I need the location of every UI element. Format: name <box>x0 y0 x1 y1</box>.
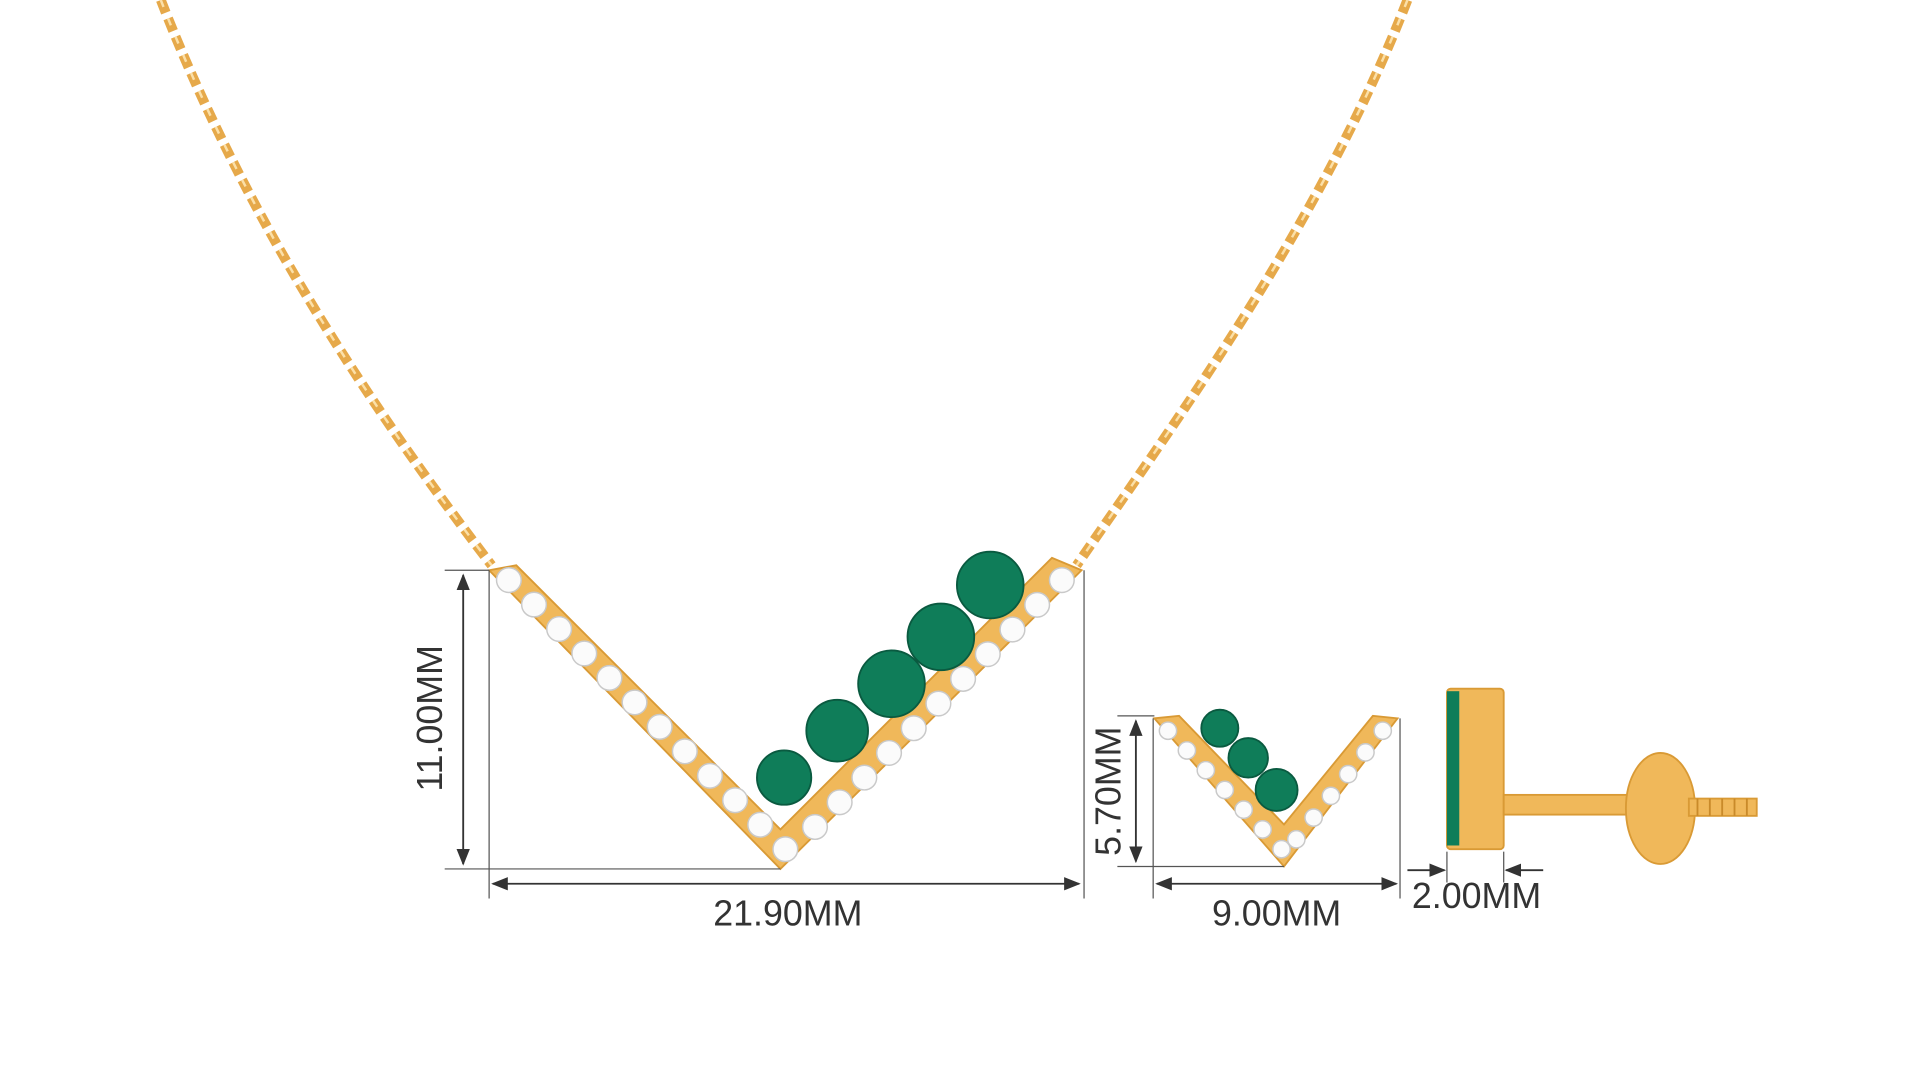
earring-width-label: 9.00MM <box>1212 893 1341 933</box>
earring-height-label: 5.70MM <box>1089 727 1129 856</box>
diamond <box>1196 760 1216 780</box>
diamond <box>571 640 598 667</box>
diamond <box>495 567 522 594</box>
diamond <box>696 762 724 789</box>
diamond <box>1048 567 1075 594</box>
diamond <box>1177 741 1197 760</box>
diamond <box>826 789 853 816</box>
diamond <box>1304 808 1324 827</box>
diamond <box>1272 839 1291 859</box>
necklace-height-label: 11.00MM <box>410 645 450 792</box>
dimension-lines <box>444 569 1544 899</box>
diamond <box>1215 780 1235 800</box>
diamond <box>999 616 1026 643</box>
diamond <box>1253 820 1272 839</box>
diamond <box>546 615 573 643</box>
diamond <box>520 591 548 618</box>
diamond <box>851 764 878 791</box>
diamond <box>596 664 623 692</box>
diamond <box>875 739 903 766</box>
pendant <box>487 550 1084 871</box>
diamond <box>1356 743 1375 762</box>
diamond <box>974 641 1001 668</box>
diamond <box>950 665 977 692</box>
diamond <box>1158 721 1178 741</box>
diamond <box>1286 829 1306 849</box>
diamond <box>721 787 749 814</box>
chain <box>156 0 1413 569</box>
diamond <box>747 811 774 838</box>
earring-diamonds <box>1158 721 1393 859</box>
diamond <box>671 738 698 765</box>
diamond <box>772 836 799 863</box>
diamond <box>1024 591 1051 618</box>
diamond <box>646 713 673 740</box>
diamond <box>1338 764 1358 784</box>
diamond <box>900 715 927 742</box>
diamond <box>621 689 648 716</box>
diamond <box>1321 786 1341 806</box>
diamond <box>1373 721 1393 741</box>
diamond <box>925 690 952 717</box>
diamond <box>801 813 829 841</box>
earring-depth-label: 2.00MM <box>1412 876 1541 916</box>
earring-side <box>1446 687 1758 865</box>
earring-front <box>1152 708 1400 868</box>
necklace-width-label: 21.90MM <box>713 893 862 933</box>
diamond <box>1234 800 1254 820</box>
